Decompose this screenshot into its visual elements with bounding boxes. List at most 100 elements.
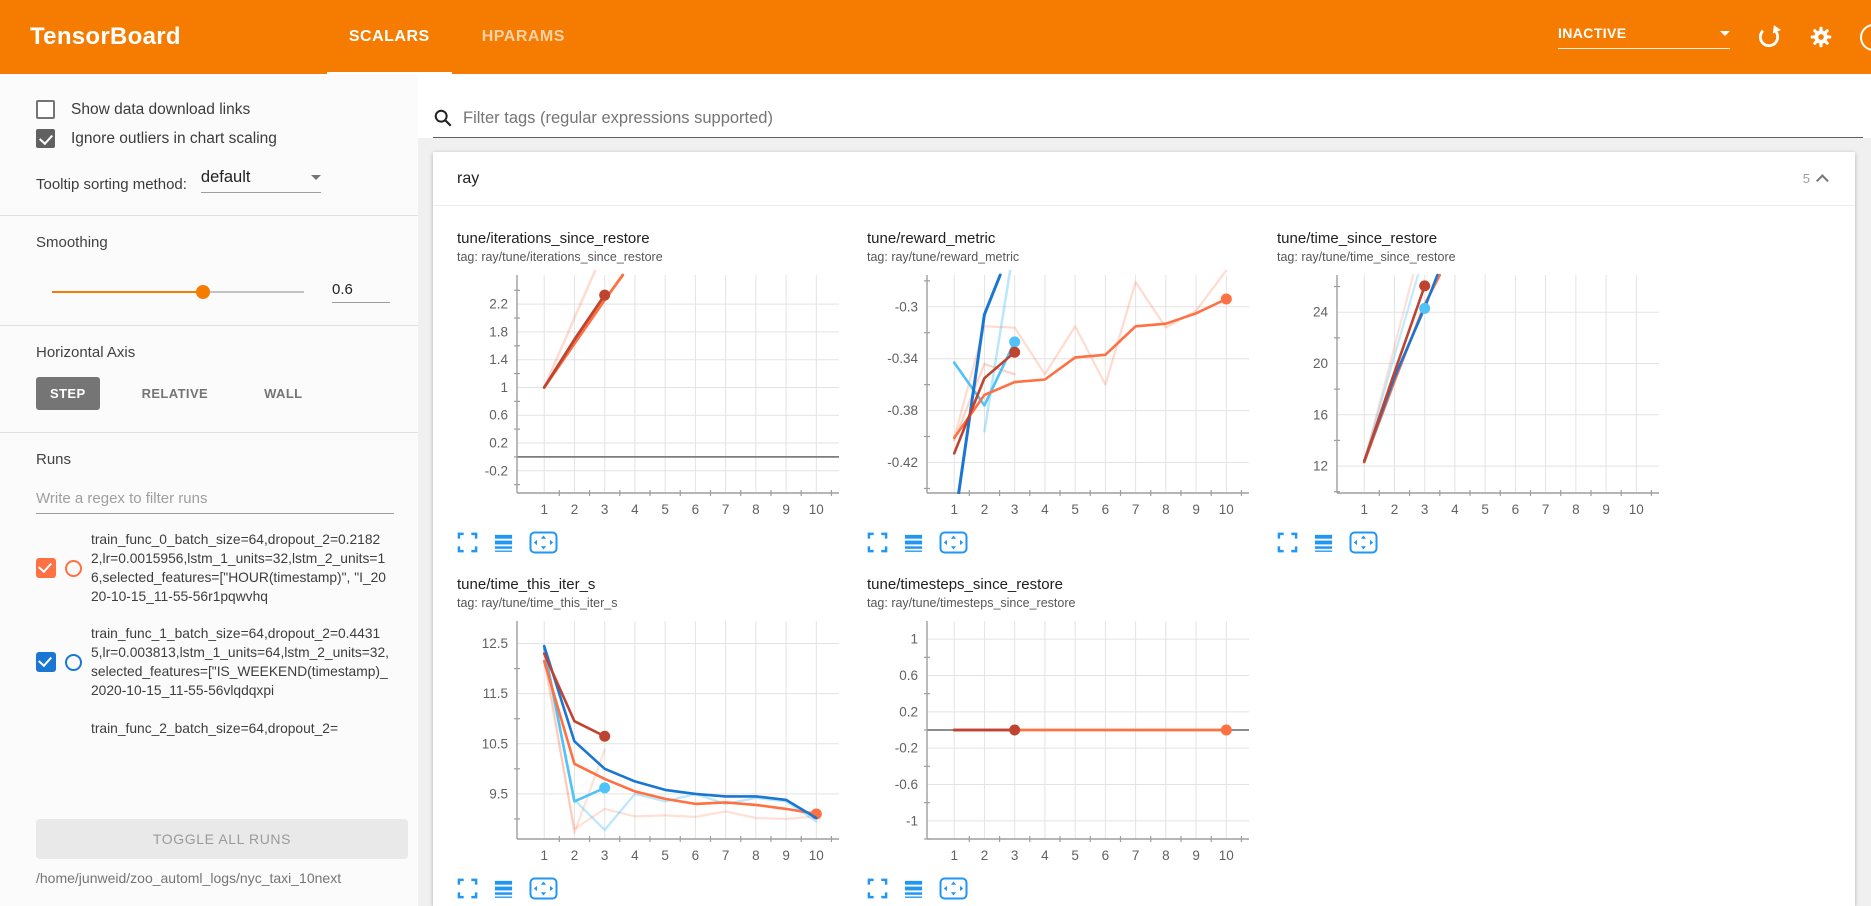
run-checkbox[interactable] — [36, 558, 56, 578]
svg-text:-1: -1 — [906, 813, 918, 828]
slider-thumb[interactable] — [196, 285, 211, 299]
expand-chart-icon[interactable] — [457, 878, 478, 899]
svg-text:8: 8 — [1162, 502, 1170, 517]
tab-hparams[interactable]: HPARAMS — [481, 28, 565, 45]
settings-gear-icon[interactable] — [1808, 24, 1834, 50]
svg-text:4: 4 — [1041, 848, 1049, 863]
svg-text:7: 7 — [722, 502, 730, 517]
svg-text:-0.6: -0.6 — [895, 777, 918, 792]
runs-list: train_func_0_batch_size=64,dropout_2=0.2… — [0, 530, 418, 819]
smoothing-value[interactable]: 0.6 — [332, 281, 390, 303]
chart-canvas[interactable]: -0.2 0.2 0.6 1 1.4 1.8 2.2 1 2 3 4 5 6 7 8 9 10 — [457, 270, 854, 527]
svg-text:3: 3 — [1011, 502, 1019, 517]
top-tabs: SCALARS HPARAMS — [323, 0, 591, 74]
svg-text:-0.42: -0.42 — [887, 455, 918, 470]
run-item[interactable]: train_func_0_batch_size=64,dropout_2=0.2… — [36, 530, 394, 606]
svg-text:1: 1 — [540, 848, 548, 863]
data-lines-icon[interactable] — [903, 878, 924, 899]
svg-text:5: 5 — [1071, 502, 1079, 517]
svg-text:5: 5 — [661, 848, 669, 863]
svg-text:7: 7 — [1132, 502, 1140, 517]
fit-domain-icon[interactable] — [529, 531, 558, 554]
smoothing-slider[interactable] — [52, 285, 304, 299]
svg-text:2: 2 — [571, 502, 579, 517]
search-icon — [434, 109, 452, 127]
help-icon[interactable] — [1860, 23, 1871, 51]
checkbox-icon[interactable] — [36, 129, 55, 148]
scalar-chart-card: tune/timesteps_since_restore tag: ray/tu… — [867, 576, 1264, 900]
slider-fill — [52, 291, 204, 293]
svg-text:-0.38: -0.38 — [887, 403, 918, 418]
chart-canvas[interactable]: 12 16 20 24 1 2 3 4 5 6 7 8 9 10 — [1277, 270, 1674, 527]
svg-text:6: 6 — [1102, 848, 1110, 863]
runs-label: Runs — [36, 451, 72, 468]
chart-canvas[interactable]: 9.5 10.5 11.5 12.5 1 2 3 4 5 6 7 8 9 10 — [457, 616, 854, 873]
svg-text:1: 1 — [1360, 502, 1368, 517]
svg-text:9: 9 — [782, 848, 790, 863]
axis-step-button[interactable]: STEP — [36, 377, 100, 410]
run-label: train_func_0_batch_size=64,dropout_2=0.2… — [91, 532, 386, 604]
svg-text:1: 1 — [950, 848, 958, 863]
fit-domain-icon[interactable] — [939, 531, 968, 554]
expand-chart-icon[interactable] — [867, 878, 888, 899]
ignore-outliers-option[interactable]: Ignore outliers in chart scaling — [36, 129, 394, 148]
svg-text:2: 2 — [981, 848, 989, 863]
run-item[interactable]: train_func_1_batch_size=64,dropout_2=0.4… — [36, 624, 394, 700]
refresh-icon[interactable] — [1756, 24, 1782, 50]
expand-chart-icon[interactable] — [1277, 532, 1298, 553]
chevron-down-icon — [310, 175, 321, 180]
tooltip-sorting-dropdown[interactable]: default — [200, 168, 321, 193]
reload-status-dropdown[interactable]: INACTIVE — [1558, 25, 1730, 49]
svg-text:3: 3 — [601, 502, 609, 517]
data-lines-icon[interactable] — [493, 878, 514, 899]
svg-text:9.5: 9.5 — [489, 786, 508, 801]
svg-text:8: 8 — [752, 848, 760, 863]
divider — [0, 325, 418, 326]
expand-chart-icon[interactable] — [457, 532, 478, 553]
expand-chart-icon[interactable] — [867, 532, 888, 553]
run-radio[interactable] — [65, 653, 82, 671]
svg-text:10: 10 — [1219, 848, 1234, 863]
svg-text:7: 7 — [1542, 502, 1550, 517]
run-label: train_func_1_batch_size=64,dropout_2=0.4… — [91, 626, 389, 698]
show-download-links-option[interactable]: Show data download links — [36, 100, 394, 119]
data-lines-icon[interactable] — [1313, 532, 1334, 553]
horizontal-axis-label: Horizontal Axis — [36, 344, 136, 361]
svg-text:0.2: 0.2 — [899, 704, 918, 719]
checkbox-icon[interactable] — [36, 100, 55, 119]
fit-domain-icon[interactable] — [1349, 531, 1378, 554]
svg-text:6: 6 — [1102, 502, 1110, 517]
runs-filter-input[interactable]: Write a regex to filter runs — [36, 490, 394, 514]
run-radio[interactable] — [65, 559, 82, 577]
tag-filter-input[interactable]: Filter tags (regular expressions support… — [463, 108, 773, 127]
svg-text:8: 8 — [1162, 848, 1170, 863]
chart-title: tune/time_since_restore — [1277, 230, 1438, 247]
svg-text:10: 10 — [1219, 502, 1234, 517]
divider — [0, 432, 418, 433]
status-label: INACTIVE — [1558, 25, 1627, 41]
fit-domain-icon[interactable] — [939, 877, 968, 900]
svg-text:16: 16 — [1313, 407, 1328, 422]
svg-text:11.5: 11.5 — [483, 686, 508, 701]
chart-tag: tag: ray/tune/reward_metric — [867, 250, 1020, 264]
data-lines-icon[interactable] — [493, 532, 514, 553]
tag-group-header[interactable]: ray 5 — [433, 152, 1855, 206]
svg-text:5: 5 — [1481, 502, 1489, 517]
svg-text:4: 4 — [1451, 502, 1459, 517]
checkbox-label: Show data download links — [71, 100, 251, 118]
tab-scalars[interactable]: SCALARS — [323, 0, 456, 74]
main-content: Filter tags (regular expressions support… — [418, 74, 1871, 906]
chart-title: tune/time_this_iter_s — [457, 576, 596, 593]
chevron-up-icon[interactable] — [1816, 174, 1829, 187]
svg-text:1: 1 — [950, 502, 958, 517]
chart-canvas[interactable]: -1 -0.6 -0.2 0.2 0.6 1 1 2 3 4 5 6 7 8 9 10 — [867, 616, 1264, 873]
fit-domain-icon[interactable] — [529, 877, 558, 900]
run-item[interactable]: train_func_2_batch_size=64,dropout_2= — [36, 718, 394, 738]
axis-relative-button[interactable]: RELATIVE — [141, 386, 209, 401]
toggle-all-runs-button[interactable]: TOGGLE ALL RUNS — [36, 819, 408, 859]
svg-text:7: 7 — [722, 848, 730, 863]
data-lines-icon[interactable] — [903, 532, 924, 553]
axis-wall-button[interactable]: WALL — [264, 386, 303, 401]
run-checkbox[interactable] — [36, 652, 56, 672]
chart-canvas[interactable]: -0.42 -0.38 -0.34 -0.3 1 2 3 4 5 6 7 8 9 10 — [867, 270, 1264, 527]
